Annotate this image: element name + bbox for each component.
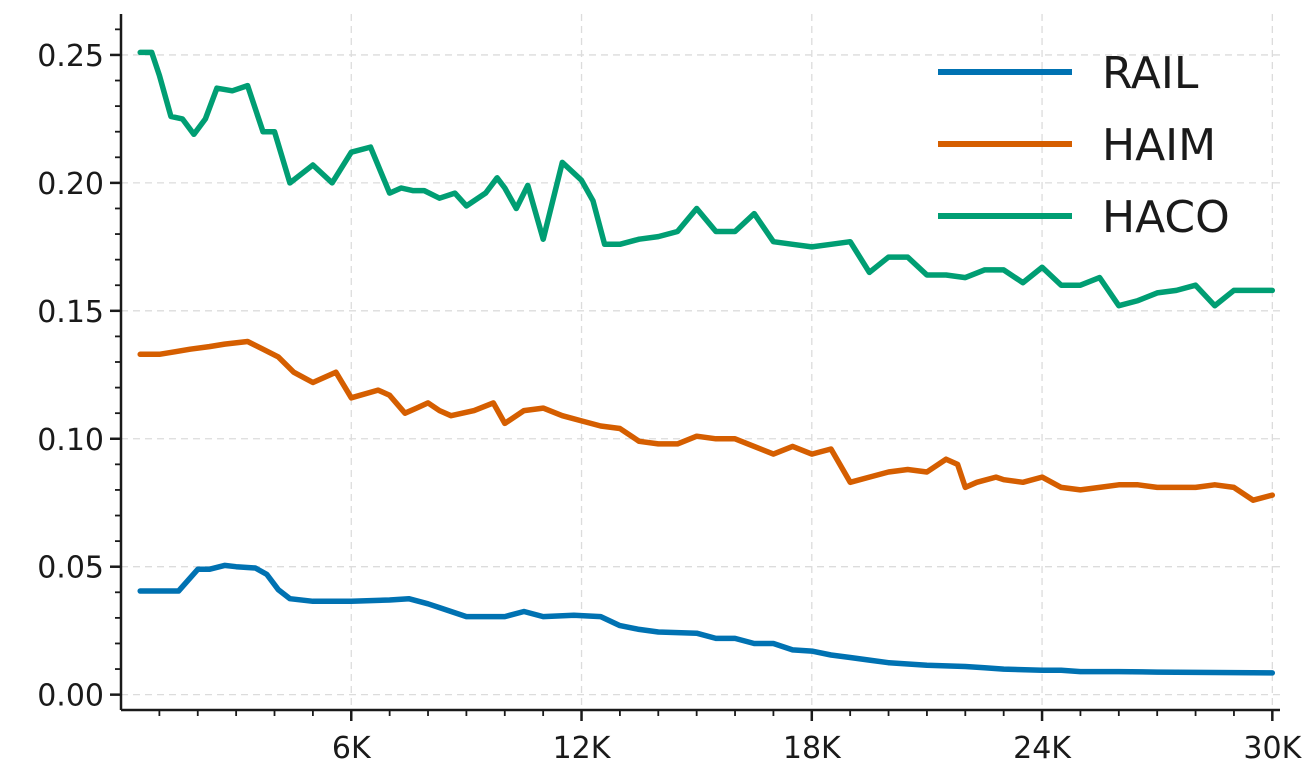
legend-label-rail: RAIL	[1102, 48, 1199, 99]
y-tick-label: 0.25	[37, 39, 104, 74]
series-line-haco	[137, 49, 1276, 309]
x-tick-label: 12K	[553, 731, 612, 766]
series-lines	[137, 49, 1276, 676]
y-tick-label: 0.00	[37, 679, 104, 714]
y-tick-label: 0.05	[37, 551, 104, 586]
legend-label-haco: HACO	[1102, 192, 1230, 243]
legend: RAIL HAIM HACO	[938, 48, 1230, 243]
y-tick-label: 0.20	[37, 167, 104, 202]
y-tick-label: 0.15	[37, 295, 104, 330]
axes: 0.00 0.05 0.10 0.15 0.20 0.25 6K 12K 18K 24K 30K	[37, 14, 1303, 766]
x-tick-label: 24K	[1013, 731, 1072, 766]
x-tick-label: 18K	[783, 731, 842, 766]
series-line-haim	[137, 338, 1276, 503]
x-tick-label: 6K	[332, 731, 372, 766]
x-tick-label: 30K	[1243, 731, 1302, 766]
legend-label-haim: HAIM	[1102, 120, 1216, 171]
grid	[121, 14, 1280, 710]
y-tick-label: 0.10	[37, 423, 104, 458]
series-line-rail	[137, 562, 1276, 676]
